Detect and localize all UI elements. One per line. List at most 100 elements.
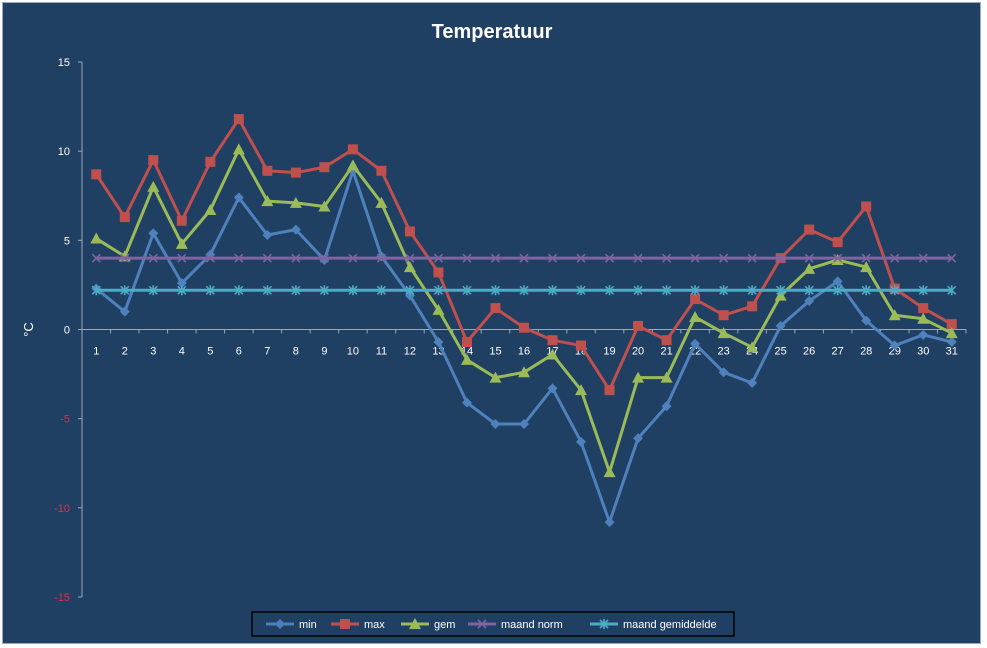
data-point-max: [461, 336, 472, 347]
data-point-min: [461, 397, 472, 408]
series-max: [91, 114, 957, 396]
data-point-gem: [546, 348, 559, 360]
x-tick-label: 10: [347, 346, 359, 358]
data-point-gem: [175, 237, 188, 249]
data-point-min: [861, 315, 872, 326]
data-point-gem: [518, 366, 530, 378]
x-tick-label: 30: [917, 346, 929, 358]
legend-entry-max: max: [331, 619, 385, 631]
data-point-max: [176, 215, 187, 226]
data-point-maand-gemiddelde: [547, 285, 558, 296]
legend-label-max: max: [364, 619, 385, 631]
data-point-maand-gemiddelde: [861, 285, 871, 296]
x-tick-label: 11: [376, 346, 387, 358]
data-point-maand-norm: [918, 253, 928, 263]
data-point-gem: [717, 327, 730, 339]
x-tick-label: 3: [150, 346, 156, 358]
data-point-max: [861, 201, 872, 212]
data-point-max: [290, 167, 301, 178]
x-tick-label: 2: [122, 346, 128, 358]
series-layer: [90, 114, 958, 528]
data-point-max: [490, 303, 501, 314]
legend-marker-maand-norm: [477, 619, 487, 629]
data-point-max: [633, 320, 644, 331]
data-point-maand-norm: [234, 253, 244, 263]
data-point-maand-norm: [148, 253, 158, 263]
data-point-max: [718, 310, 729, 321]
x-tick-label: 7: [264, 346, 270, 358]
data-point-max: [404, 226, 415, 237]
data-point-gem: [803, 262, 816, 274]
data-point-maand-norm: [890, 253, 900, 263]
data-point-maand-gemiddelde: [633, 285, 643, 296]
data-point-min: [775, 320, 786, 331]
x-tick-label: 4: [179, 346, 185, 358]
data-point-min: [804, 295, 815, 306]
data-point-max: [576, 340, 587, 351]
legend-label-min: min: [299, 619, 317, 631]
data-point-min: [604, 517, 615, 528]
series-gem: [90, 143, 958, 478]
data-point-max: [347, 144, 358, 155]
x-tick-label: 21: [660, 346, 672, 358]
data-point-maand-gemiddelde: [747, 285, 757, 296]
legend-marker-min: [275, 619, 285, 629]
data-point-max: [547, 335, 558, 346]
data-point-max: [262, 165, 273, 176]
data-point-maand-norm: [462, 253, 472, 263]
data-point-gem: [632, 371, 645, 383]
data-point-maand-gemiddelde: [376, 285, 386, 296]
data-point-maand-gemiddelde: [662, 285, 672, 296]
data-point-max: [233, 114, 244, 125]
data-point-min: [519, 419, 529, 430]
legend-entry-maand-norm: maand norm: [468, 619, 563, 631]
y-tick-label: 15: [58, 57, 70, 69]
data-point-maand-norm: [833, 253, 843, 263]
data-point-gem: [603, 466, 616, 478]
legend: min max gem maand norm maand gemiddelde: [251, 611, 735, 637]
data-point-gem: [460, 353, 473, 365]
data-point-min: [148, 228, 159, 239]
x-tick-label: 26: [803, 346, 815, 358]
legend-entry-maand-gemiddelde: maand gemiddelde: [590, 619, 717, 631]
legend-entry-gem: gem: [401, 618, 455, 631]
data-point-maand-norm: [205, 253, 215, 263]
data-point-max: [804, 224, 815, 235]
data-point-max: [205, 156, 216, 167]
data-point-min: [119, 306, 130, 317]
data-point-maand-gemiddelde: [262, 285, 272, 296]
data-point-max: [918, 303, 929, 314]
legend-marker-gem: [409, 618, 421, 629]
data-point-maand-gemiddelde: [177, 285, 187, 296]
data-point-maand-gemiddelde: [690, 285, 700, 296]
data-point-maand-gemiddelde: [947, 285, 957, 296]
x-tick-label: 19: [603, 346, 615, 358]
data-point-maand-gemiddelde: [234, 285, 244, 296]
x-tick-label: 23: [717, 346, 729, 358]
data-point-max: [690, 294, 701, 305]
data-point-gem: [575, 384, 588, 396]
data-point-gem: [261, 195, 274, 207]
data-point-maand-gemiddelde: [604, 285, 615, 296]
data-point-maand-norm: [433, 253, 444, 263]
data-point-maand-norm: [804, 253, 814, 263]
legend-marker-max: [340, 619, 350, 629]
data-point-min: [233, 192, 244, 203]
data-point-maand-norm: [633, 253, 643, 263]
data-point-min: [176, 278, 187, 289]
data-point-min: [319, 254, 330, 265]
data-point-maand-norm: [348, 253, 358, 263]
data-point-maand-gemiddelde: [804, 285, 814, 296]
data-point-maand-gemiddelde: [918, 285, 928, 296]
data-point-gem: [860, 261, 873, 273]
data-point-maand-gemiddelde: [519, 285, 529, 296]
data-point-min: [718, 367, 729, 378]
x-tick-label: 31: [946, 346, 958, 358]
data-point-maand-gemiddelde: [405, 285, 415, 296]
data-point-min: [490, 419, 501, 430]
data-point-maand-gemiddelde: [462, 285, 472, 296]
data-point-min: [918, 329, 929, 340]
axes: 151050-5-10-1512345678910111213141516171…: [54, 57, 967, 604]
x-tick-label: 8: [293, 346, 299, 358]
data-point-gem: [917, 312, 930, 324]
